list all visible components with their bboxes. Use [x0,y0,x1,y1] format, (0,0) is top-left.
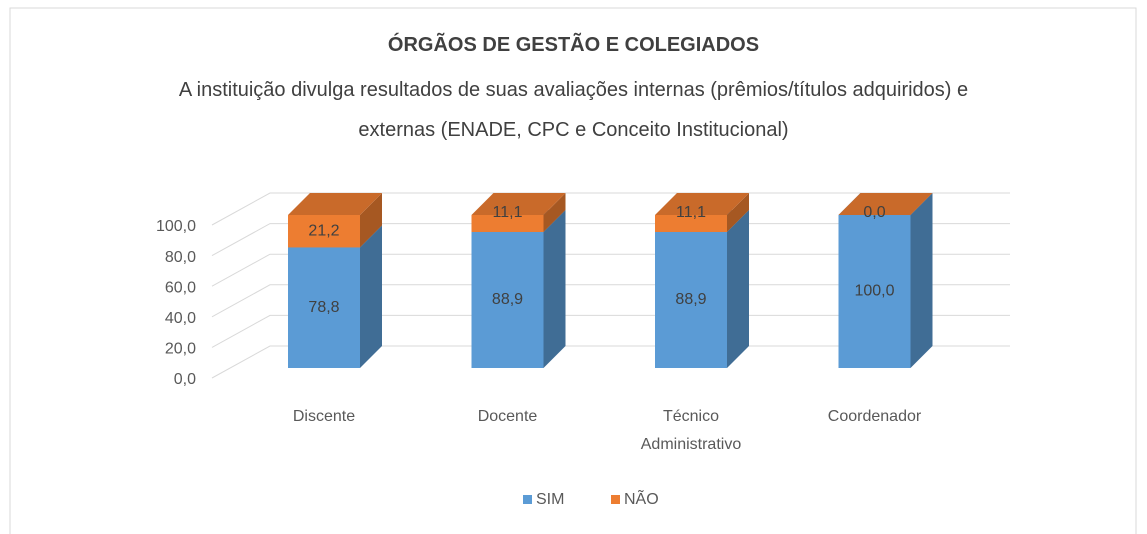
bar-side [910,193,933,368]
data-label: 0,0 [863,204,885,221]
legend-label: NÃO [624,488,659,508]
x-tick-label: Coordenador [827,408,922,425]
x-tick-label: Docente [477,408,538,425]
bar [471,215,544,232]
grid-line [211,192,1010,226]
bar [655,231,727,368]
bar-side [360,193,382,248]
grid-line [211,314,1010,348]
legend-swatch [611,495,620,504]
chart-subtitle: A instituição divulga resultados de suas… [178,79,969,141]
data-label: 100,0 [854,283,894,300]
bar-side [727,193,749,232]
y-tick-label: 20,0 [165,341,196,358]
chart-title: ÓRGÃOS DE GESTÃO E COLEGIADOS [387,34,760,56]
bar [655,215,727,232]
bar [471,231,544,368]
x-tick-label: Discente [292,408,356,425]
y-tick-label: 60,0 [165,279,196,296]
grid-line [211,345,1010,379]
x-tick-label: Técnico Administrativo [640,408,742,453]
grid-line [211,223,1010,257]
chart-frame [9,7,1137,534]
data-label: 11,1 [493,204,523,221]
bar [288,215,360,248]
bar-top [288,193,382,215]
y-tick-label: 100,0 [156,218,196,235]
bar-top [471,193,566,215]
legend-swatch [523,495,532,504]
bar-side [543,209,566,368]
bar [288,247,360,368]
data-label: 11,1 [676,204,706,221]
bar-top [838,193,933,215]
bar [838,215,911,368]
bar-side [543,193,566,232]
data-label: 88,9 [492,291,523,308]
y-tick-label: 0,0 [174,371,196,388]
grid-line [211,253,1010,287]
data-label: 78,8 [308,299,339,316]
legend-label: SIM [536,491,564,508]
bar-top [655,193,749,215]
bar-side [360,225,382,368]
y-tick-label: 80,0 [165,249,196,266]
grid-line [211,284,1010,318]
data-label: 21,2 [308,222,339,239]
y-tick-label: 40,0 [165,310,196,327]
data-label: 88,9 [675,291,706,308]
bar-side [727,209,749,368]
